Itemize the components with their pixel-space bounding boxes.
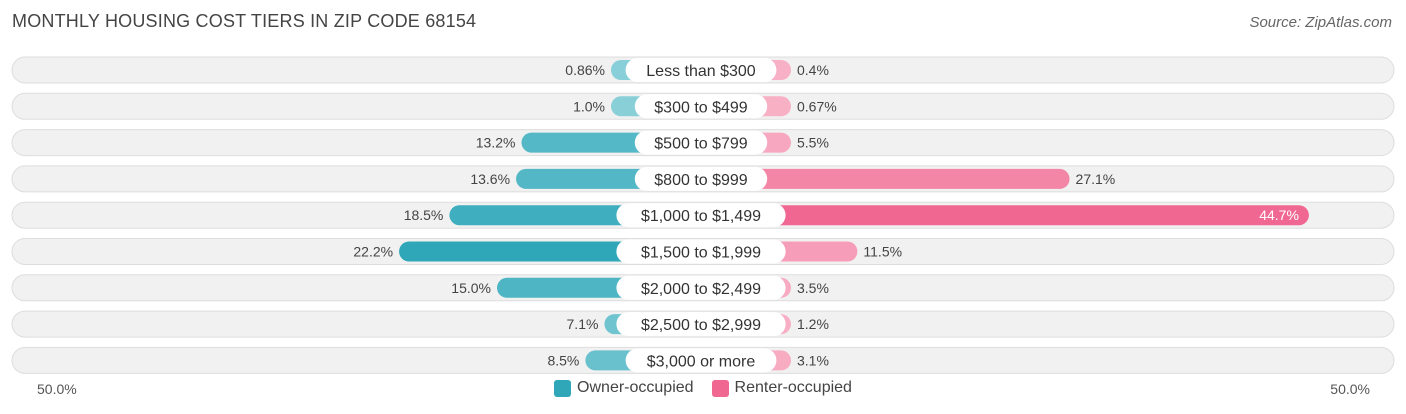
category-label: Less than $300 [646, 63, 756, 80]
owner-value-label: 0.86% [565, 62, 605, 78]
category-label-background [625, 348, 777, 373]
chart-title: MONTHLY HOUSING COST TIERS IN ZIP CODE 6… [12, 11, 477, 31]
category-label-background [616, 239, 786, 264]
owner-value-label: 18.5% [404, 207, 444, 223]
category-label-background [625, 58, 777, 82]
axis-left-label: 50.0% [37, 381, 77, 397]
owner-value-label: 13.2% [476, 135, 516, 151]
legend-label-owner: Owner-occupied [577, 379, 694, 396]
renter-value-label: 1.2% [797, 316, 829, 332]
category-label-background [616, 275, 786, 300]
legend-swatch-renter [711, 379, 729, 397]
owner-value-label: 8.5% [547, 352, 579, 368]
owner-value-label: 15.0% [451, 280, 491, 296]
owner-value-label: 13.6% [470, 171, 510, 187]
category-label: $1,500 to $1,999 [641, 245, 761, 262]
owner-value-label: 1.0% [573, 98, 605, 114]
renter-value-label: 0.67% [797, 98, 837, 114]
diverging-bar-chart: 0.86% 0.4% Less than $300 1.0% 0.67% $300 to … [11, 56, 1395, 374]
renter-value-label: 3.5% [797, 280, 829, 296]
renter-bar [701, 205, 1309, 226]
renter-value-label: 5.5% [797, 135, 829, 151]
renter-bar [701, 168, 1070, 189]
axis-right-label: 50.0% [1330, 381, 1370, 397]
renter-value-label: 27.1% [1076, 171, 1116, 187]
legend-label-renter: Renter-occupied [734, 379, 852, 396]
owner-value-label: 22.2% [353, 244, 393, 260]
category-label-background [616, 312, 786, 337]
category-label: $3,000 or more [647, 353, 756, 370]
category-label: $800 to $999 [654, 172, 748, 189]
category-label-background [634, 166, 768, 191]
category-label: $2,000 to $2,499 [641, 281, 761, 298]
owner-value-label: 7.1% [567, 316, 599, 332]
source-label: Source: ZipAtlas.com [1249, 14, 1392, 31]
category-label: $300 to $499 [654, 99, 748, 116]
renter-value-label: 3.1% [797, 352, 829, 368]
renter-value-label: 11.5% [863, 244, 902, 260]
category-label-background [634, 130, 768, 155]
category-label: $1,000 to $1,499 [641, 208, 761, 225]
legend-item-renter: Renter-occupied [711, 379, 852, 397]
category-label-background [616, 203, 786, 228]
category-label: $500 to $799 [654, 136, 748, 153]
category-label: $2,500 to $2,999 [641, 317, 761, 334]
legend-swatch-owner [554, 379, 572, 397]
legend-item-owner: Owner-occupied [554, 379, 694, 397]
category-label-background [634, 94, 768, 119]
legend: Owner-occupied Renter-occupied [0, 379, 1406, 397]
renter-value-label: 44.7% [1259, 207, 1299, 223]
renter-value-label: 0.4% [797, 62, 829, 78]
